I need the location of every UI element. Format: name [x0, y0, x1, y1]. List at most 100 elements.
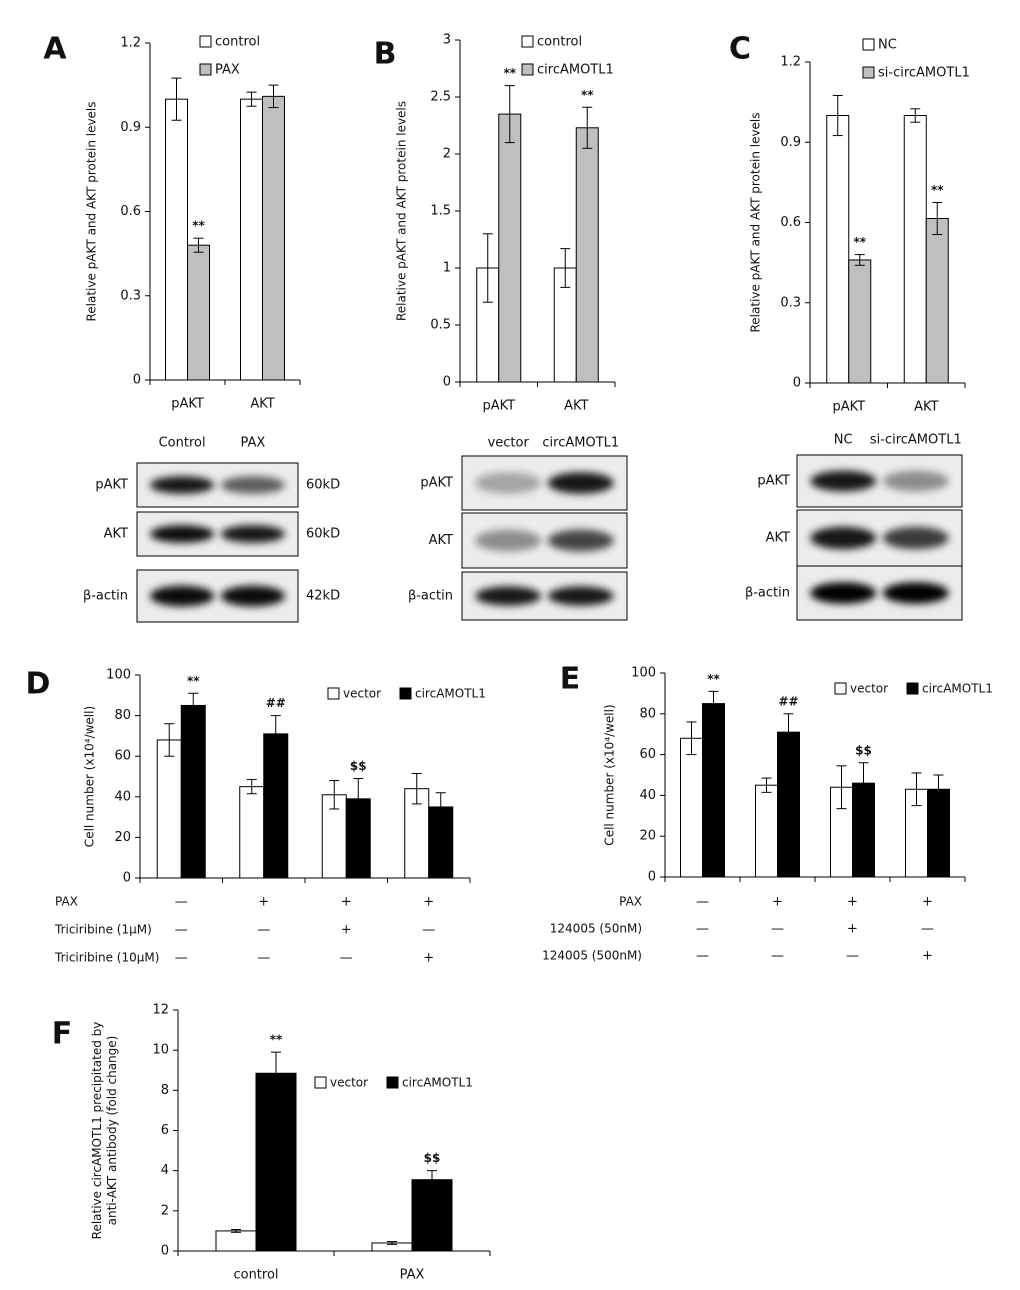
- row-label: β-actin: [83, 589, 128, 604]
- error-bar: [411, 772, 422, 805]
- condition-mark: —: [175, 951, 188, 966]
- error-bar: [435, 792, 446, 822]
- y-tick-label: 2: [161, 1203, 169, 1218]
- lane-label: Control: [159, 436, 206, 451]
- legend-swatch: [521, 35, 534, 48]
- y-tick-label: 8: [161, 1083, 169, 1098]
- x-tick-label: pAKT: [171, 397, 204, 412]
- bar: [702, 703, 725, 878]
- size-label: 60kD: [306, 527, 340, 542]
- row-label: AKT: [104, 527, 128, 542]
- legend-swatch: [199, 63, 212, 76]
- y-tick-label: 0.9: [120, 120, 141, 135]
- significance-label: **: [853, 235, 866, 249]
- y-tick-label: 40: [639, 788, 656, 803]
- y-tick-label: 60: [639, 747, 656, 762]
- blot-band: [547, 472, 614, 494]
- row-label: pAKT: [420, 476, 453, 491]
- panel-letter: B: [374, 37, 397, 72]
- panel-letter: C: [729, 32, 751, 67]
- bar: [925, 217, 949, 384]
- error-bar: [932, 201, 943, 236]
- y-tick-label: 6: [161, 1123, 169, 1138]
- error-bar: [560, 248, 571, 288]
- blot-band: [810, 526, 877, 550]
- error-bar: [858, 762, 869, 805]
- legend-swatch: [386, 1076, 399, 1089]
- significance-label: **: [707, 672, 720, 686]
- bar: [755, 784, 778, 878]
- error-bar: [268, 84, 279, 109]
- condition-mark: +: [922, 895, 933, 910]
- error-bar: [427, 1170, 437, 1190]
- blot-band: [547, 586, 614, 606]
- error-bar: [708, 690, 719, 717]
- y-tick-label: 0.6: [780, 215, 801, 230]
- row-label: AKT: [429, 533, 453, 548]
- legend-label: control: [537, 35, 582, 50]
- error-bar: [832, 94, 843, 137]
- x-tick-label: PAX: [400, 1268, 425, 1283]
- y-tick-label: 0.3: [120, 288, 141, 303]
- y-axis-label: Relative pAKT and AKT protein levels: [395, 101, 409, 321]
- y-axis-label: Cell number (x10⁴/well): [83, 706, 97, 847]
- condition-mark: +: [423, 895, 434, 910]
- condition-label: 124005 (50nM): [550, 922, 642, 936]
- y-axis-label: Relative pAKT and AKT protein levels: [749, 112, 763, 332]
- error-bar: [387, 1241, 397, 1245]
- condition-mark: +: [847, 922, 858, 937]
- error-bar: [836, 765, 847, 810]
- size-label: 60kD: [306, 478, 340, 493]
- panel-letter: A: [43, 32, 67, 67]
- bar: [848, 259, 872, 384]
- y-tick-label: 60: [114, 749, 131, 764]
- row-label: β-actin: [408, 589, 453, 604]
- lane-label: PAX: [241, 436, 266, 451]
- legend-label: PAX: [215, 63, 240, 78]
- blot-band: [882, 582, 949, 604]
- condition-mark: —: [175, 895, 188, 910]
- y-tick-label: 0.5: [430, 318, 451, 333]
- row-label: pAKT: [95, 478, 128, 493]
- bar: [165, 98, 188, 381]
- y-tick-label: 20: [114, 830, 131, 845]
- condition-mark: —: [257, 923, 270, 938]
- legend-label: si-circAMOTL1: [878, 66, 970, 81]
- y-axis-label: anti-AKT antibody (fold change): [105, 1036, 119, 1226]
- condition-mark: —: [771, 922, 784, 937]
- bar: [262, 95, 285, 381]
- blot-band: [149, 585, 215, 607]
- y-tick-label: 0: [123, 871, 131, 886]
- panel-letter: D: [26, 667, 51, 702]
- blot-band: [475, 586, 542, 606]
- row-label: pAKT: [757, 474, 790, 489]
- error-bar: [171, 77, 182, 121]
- error-bar: [246, 779, 257, 795]
- condition-mark: —: [771, 949, 784, 964]
- bar: [498, 113, 522, 383]
- bar: [903, 115, 927, 384]
- y-tick-label: 20: [639, 829, 656, 844]
- y-axis-label: Relative pAKT and AKT protein levels: [85, 101, 99, 321]
- lane-label: si-circAMOTL1: [870, 433, 962, 448]
- condition-mark: —: [422, 923, 435, 938]
- error-bar: [164, 723, 175, 757]
- panel-letter: E: [560, 662, 581, 697]
- y-tick-label: 0: [793, 376, 801, 391]
- legend-swatch: [862, 66, 875, 79]
- blot-band: [149, 476, 215, 494]
- x-tick-label: AKT: [914, 400, 938, 415]
- error-bar: [686, 721, 697, 756]
- y-tick-label: 0.6: [120, 204, 141, 219]
- error-bar: [329, 780, 340, 810]
- y-tick-label: 0: [648, 870, 656, 885]
- condition-mark: +: [847, 895, 858, 910]
- error-bar: [910, 108, 921, 123]
- error-bar: [933, 774, 944, 805]
- bar: [575, 127, 599, 383]
- condition-label: 124005 (500nM): [542, 949, 642, 963]
- condition-mark: +: [922, 949, 933, 964]
- legend-label: circAMOTL1: [537, 63, 614, 78]
- y-axis-label: Relative circAMOTL1 precipitated by: [90, 1022, 104, 1240]
